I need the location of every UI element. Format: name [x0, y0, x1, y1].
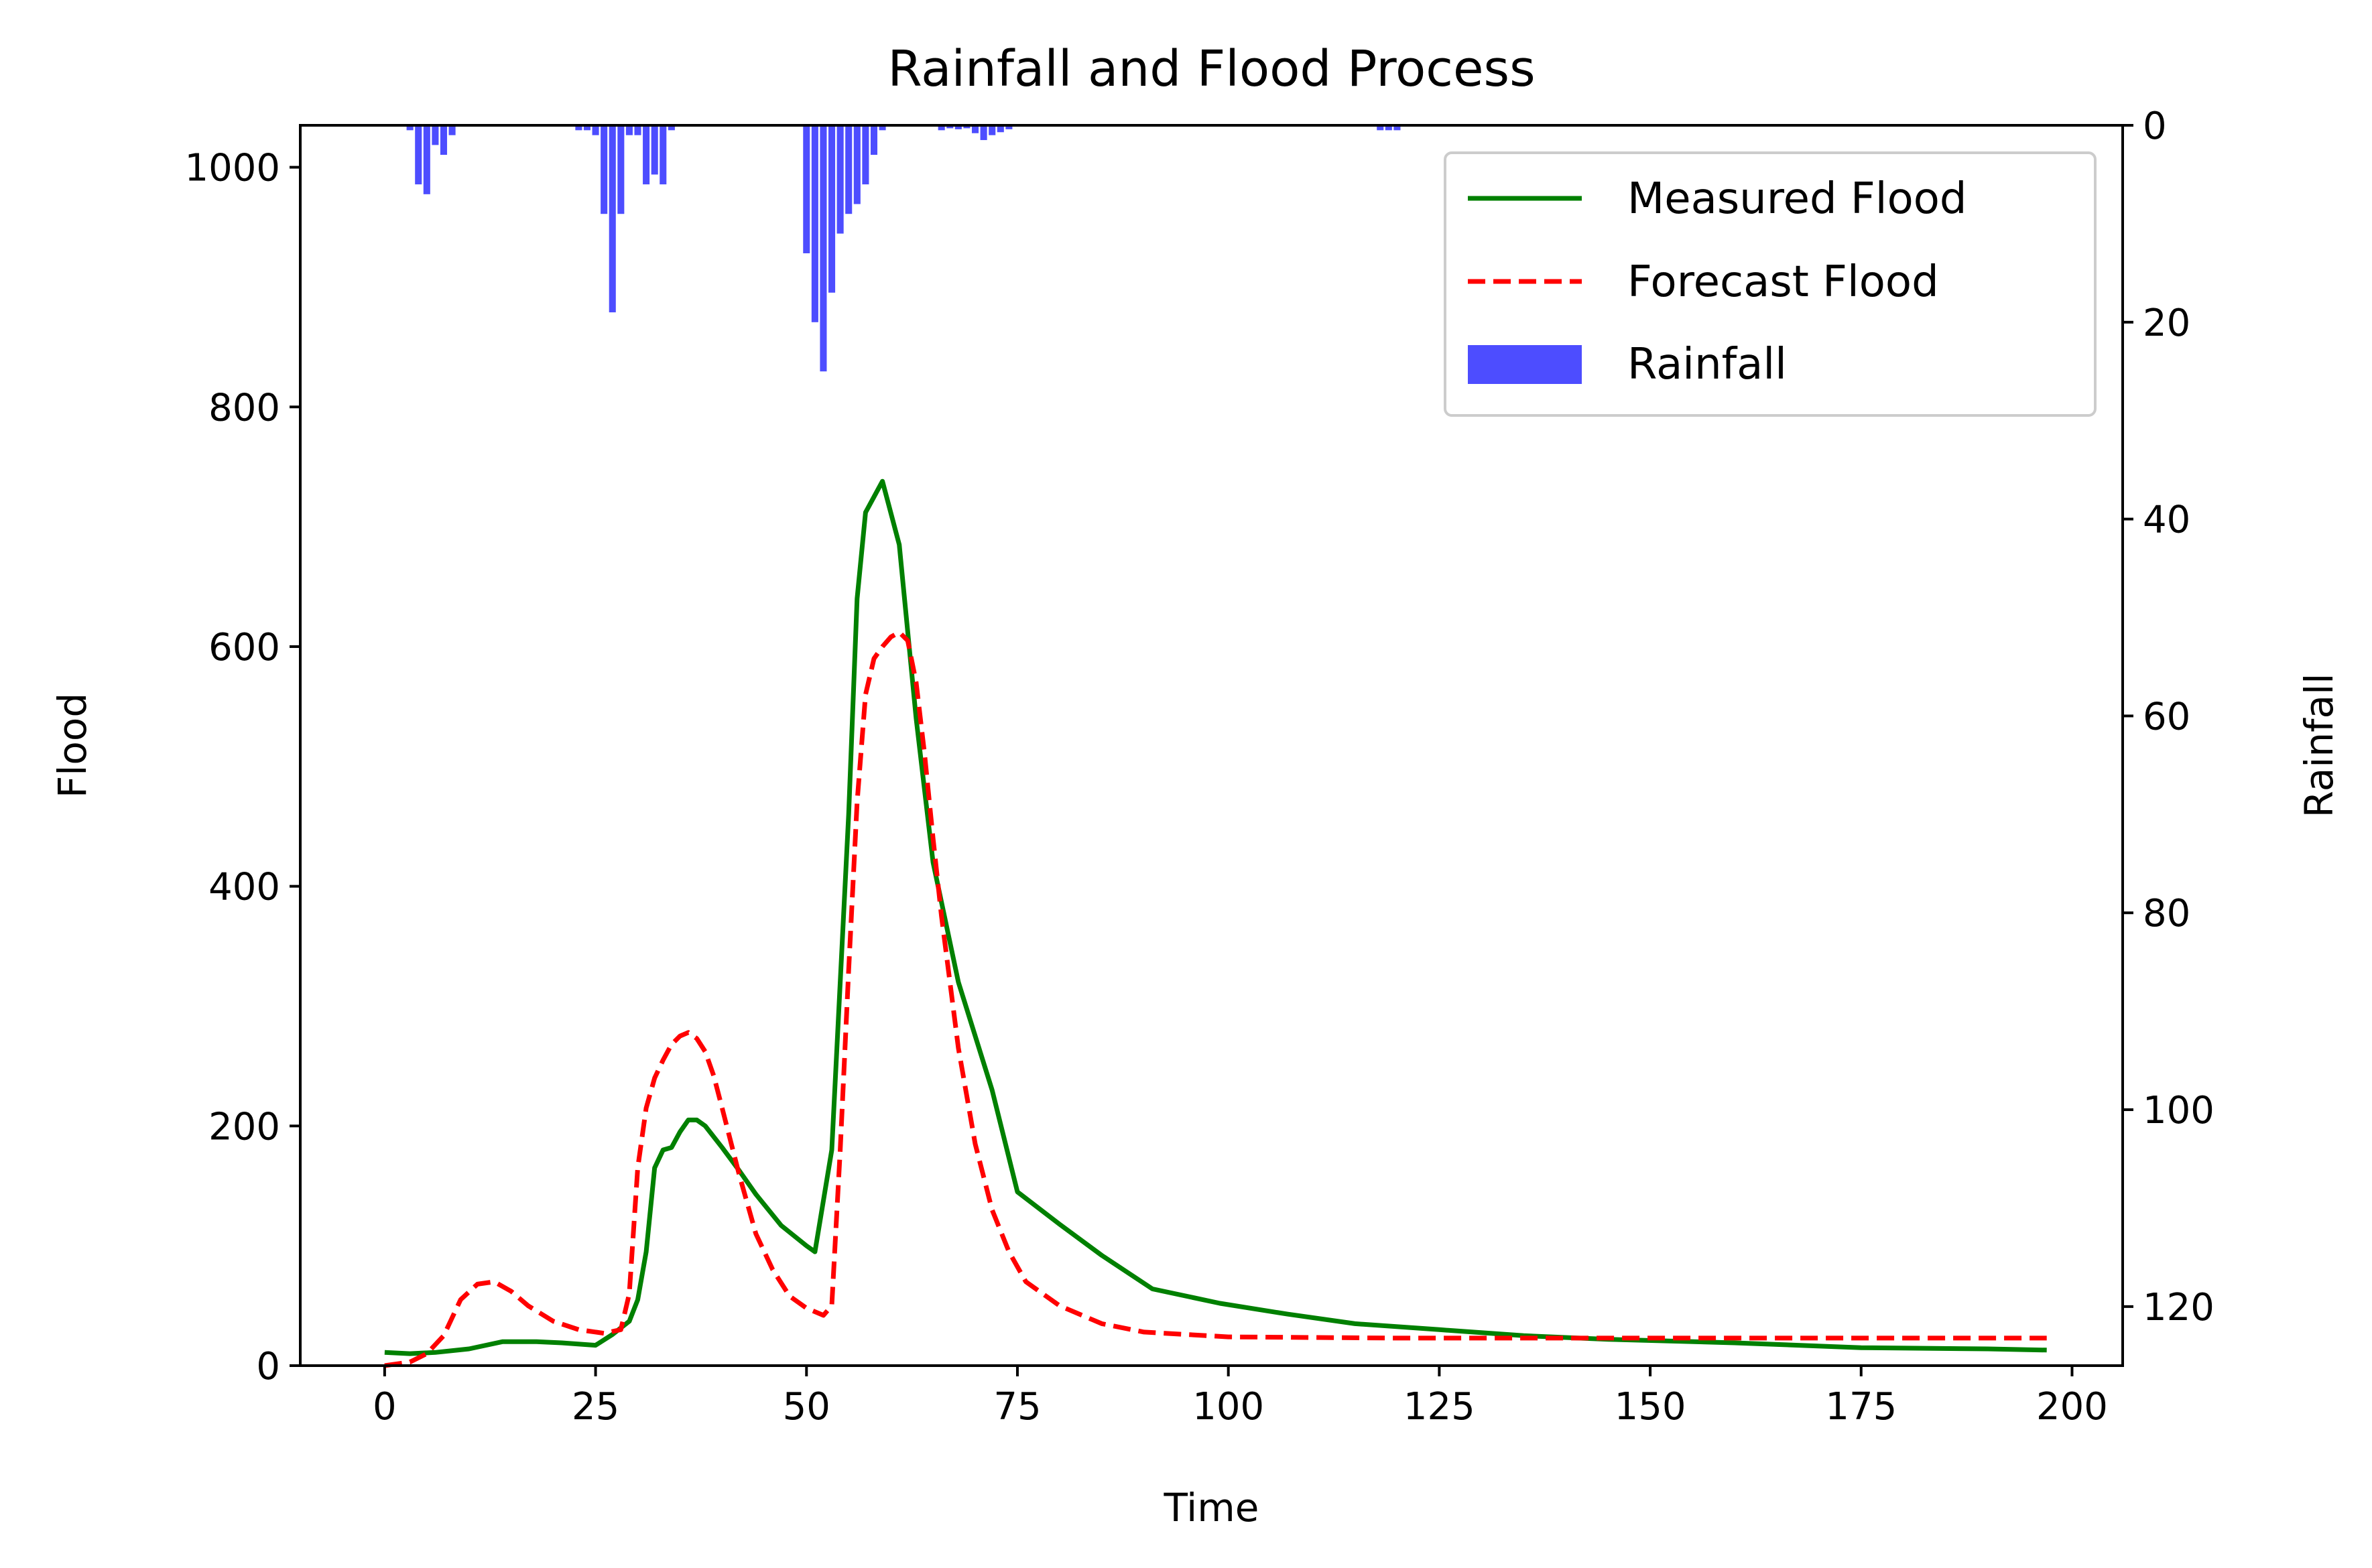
rainfall-bar	[660, 125, 667, 185]
plot-area-frame	[299, 124, 2124, 1367]
forecast-flood-line	[384, 630, 2047, 1368]
legend-label-rainfall: Rainfall	[1627, 340, 1787, 389]
rainfall-bar	[432, 125, 439, 145]
x-tick-label: 150	[1615, 1385, 1686, 1429]
y-axis-label: Flood	[50, 693, 95, 798]
y2-tick-label: 120	[2143, 1286, 2214, 1329]
rainfall-bar	[972, 125, 979, 133]
rainfall-bar	[853, 125, 861, 204]
rainfall-bar	[862, 125, 869, 185]
legend-swatch-rainfall	[1468, 345, 1582, 384]
y2-axis-label: Rainfall	[2296, 673, 2342, 818]
x-tick-label: 75	[993, 1385, 1041, 1429]
series-lines	[384, 478, 2047, 1368]
rainfall-bar	[938, 125, 945, 131]
rainfall-bar	[803, 125, 810, 253]
rainfall-bar	[406, 125, 414, 131]
rainfall-bar	[989, 125, 996, 135]
rainfall-bar	[870, 125, 878, 155]
y-axis-ticks: 0 200 400 600 800 1000	[184, 147, 300, 1388]
y-tick-label: 1000	[184, 147, 280, 190]
legend: Measured Flood Forecast Flood Rainfall	[1444, 151, 2097, 417]
rainfall-bar	[448, 125, 456, 135]
rainfall-bar	[625, 125, 633, 135]
rainfall-bar	[423, 125, 430, 194]
rainfall-bar	[828, 125, 836, 293]
rainfall-bar	[946, 125, 954, 129]
rainfall-bar	[592, 125, 599, 135]
chart-title: Rainfall and Flood Process	[887, 40, 1535, 98]
y2-tick-label: 0	[2143, 105, 2167, 148]
measured-flood-line	[384, 478, 2047, 1356]
rainfall-bar	[634, 125, 641, 135]
y2-tick-label: 60	[2143, 695, 2190, 738]
rainfall-bar	[415, 125, 422, 185]
x-tick-label: 125	[1403, 1385, 1475, 1429]
rainfall-bar	[980, 125, 987, 141]
y2-tick-label: 100	[2143, 1089, 2214, 1132]
rainfall-bar	[1377, 125, 1384, 131]
rainfall-bar	[668, 125, 675, 131]
rainfall-bar	[601, 125, 608, 214]
rainfall-bar	[954, 125, 962, 129]
rainfall-bar	[643, 125, 650, 185]
rainfall-bar	[440, 125, 448, 155]
y-tick-label: 0	[256, 1345, 280, 1388]
rainfall-bars	[406, 125, 1401, 372]
x-tick-label: 200	[2036, 1385, 2108, 1429]
y2-axis-ticks: 0 20 40 60 80 100 120	[2123, 105, 2214, 1329]
rainfall-bar	[963, 125, 971, 129]
legend-label-measured-flood: Measured Flood	[1627, 174, 1967, 224]
y-tick-label: 400	[208, 866, 280, 909]
x-axis-label: Time	[1164, 1485, 1259, 1530]
rainfall-bar	[1385, 125, 1392, 131]
rainfall-bar	[651, 125, 658, 175]
rainfall-bar	[997, 125, 1004, 133]
rainfall-bar	[575, 125, 582, 131]
rainfall-bar	[609, 125, 616, 313]
rainfall-bar	[1393, 125, 1401, 131]
x-tick-label: 50	[783, 1385, 830, 1429]
x-tick-label: 175	[1825, 1385, 1897, 1429]
rainfall-bar	[845, 125, 853, 214]
x-tick-label: 0	[373, 1385, 397, 1429]
rainfall-bar	[1005, 125, 1013, 129]
rainfall-bar	[820, 125, 827, 372]
rainfall-bar	[617, 125, 625, 214]
rainfall-bar	[836, 125, 844, 234]
x-tick-label: 25	[572, 1385, 619, 1429]
legend-box	[1444, 151, 2097, 417]
y2-tick-label: 40	[2143, 499, 2190, 542]
y2-tick-label: 20	[2143, 302, 2190, 345]
rainfall-bar	[879, 125, 886, 131]
y-tick-label: 600	[208, 626, 280, 669]
x-tick-label: 100	[1192, 1385, 1264, 1429]
legend-label-forecast-flood: Forecast Flood	[1627, 257, 1939, 307]
rainfall-bar	[583, 125, 591, 131]
y2-tick-label: 80	[2143, 892, 2190, 935]
rainfall-bar	[811, 125, 818, 322]
x-axis-ticks: 0 25 50 75 100 125 150 175 200	[373, 1366, 2108, 1429]
y-tick-label: 800	[208, 386, 280, 430]
y-tick-label: 200	[208, 1105, 280, 1149]
